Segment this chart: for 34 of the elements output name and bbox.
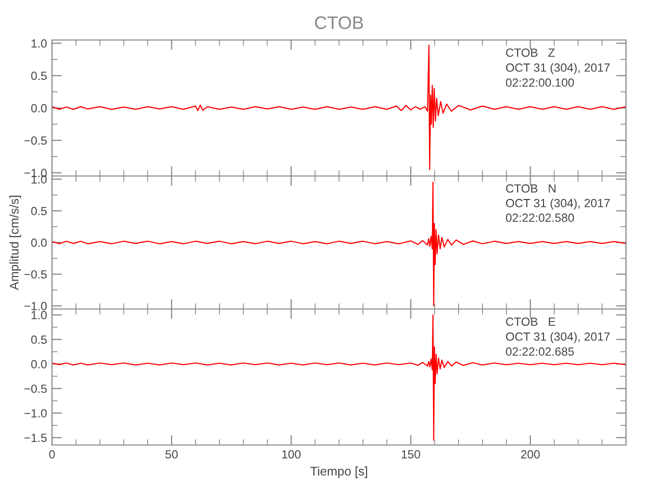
annotation: OCT 31 (304), 2017 [506,198,610,210]
annotation: CTOB N [506,184,556,193]
y-tick-label: −0.5 [24,270,47,279]
annotation: CTOB Z [506,48,555,57]
y-tick-label: −1.0 [24,409,47,418]
x-tick-label: 100 [282,450,301,459]
x-axis-title: Tiempo [s] [310,466,368,478]
y-tick-label: 0.0 [31,104,47,112]
y-tick-label: −1.0 [24,302,47,310]
x-tick-label: 0 [49,450,55,459]
annotation: CTOB E [506,317,556,326]
line-series [52,314,626,441]
y-axis-title: Amplitud [cm/s/s] [9,196,22,290]
annotation: 02:22:02.685 [506,347,574,356]
line-series [52,182,626,306]
annotation: 02:22:00.100 [506,78,574,87]
y-tick-label: 1.0 [32,39,47,48]
annotation: OCT 31 (304), 2017 [506,63,610,74]
y-tick-label: 1.0 [32,310,47,320]
y-tick-label: 0.0 [31,360,47,368]
y-tick-label: −1.5 [24,434,47,442]
line-series [52,44,626,170]
y-tick-label: −0.5 [24,384,47,393]
chart-title: CTOB [314,16,363,30]
x-tick-label: 150 [402,450,420,459]
y-tick-label: 0.5 [31,206,47,216]
annotation: OCT 31 (304), 2017 [506,332,610,344]
annotation: 02:22:02.580 [506,214,574,222]
y-tick-label: 0.5 [31,72,47,80]
x-tick-label: 50 [165,450,178,459]
y-tick-label: −0.5 [24,136,47,145]
y-tick-label: 0.0 [31,238,47,247]
x-tick-label: 200 [521,450,540,459]
y-tick-label: 0.5 [31,335,47,344]
